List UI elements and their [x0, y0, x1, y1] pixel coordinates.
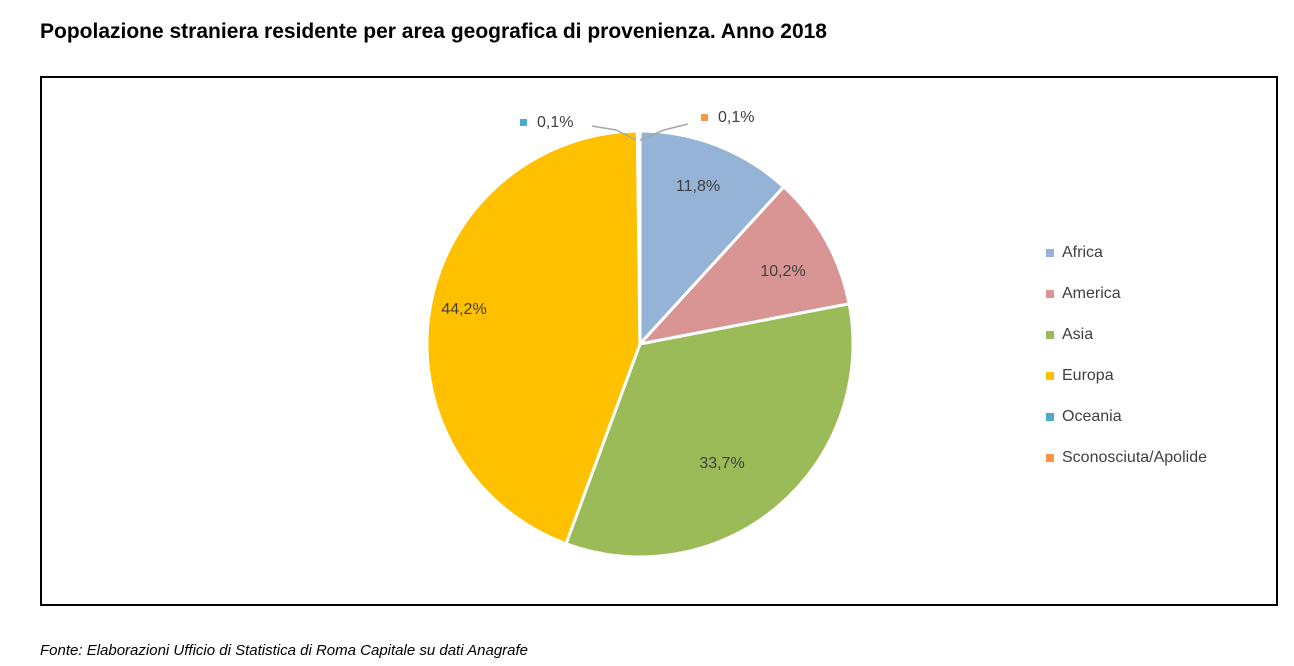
leader-line-sconosciuta [639, 123, 689, 141]
data-label-sconosciuta: 0,1% [718, 109, 754, 126]
legend-swatch [1046, 248, 1054, 257]
legend: Africa America Asia Europa Oceania Sconosciut… [1046, 232, 1207, 478]
legend-label: America [1062, 284, 1121, 302]
chart-area: 11,8% 10,2% 33,7% 44,2% 0,1% 0,1% Africa Ameri… [40, 76, 1278, 606]
legend-item-america: America [1046, 273, 1207, 314]
data-label-africa: 11,8% [676, 178, 720, 195]
legend-item-asia: Asia [1046, 314, 1207, 355]
legend-swatch [1046, 330, 1054, 339]
legend-label: Sconosciuta/Apolide [1062, 448, 1207, 466]
legend-swatch [1046, 371, 1054, 380]
legend-item-europa: Europa [1046, 355, 1207, 396]
source-note: Fonte: Elaborazioni Ufficio di Statistic… [40, 642, 529, 659]
chart-title: Popolazione straniera residente per area… [40, 20, 827, 43]
legend-label: Oceania [1062, 407, 1122, 425]
legend-label: Africa [1062, 243, 1103, 261]
pie-slice-africa [638, 129, 786, 348]
pie-slice-europa [425, 129, 642, 546]
data-label-europa: 44,2% [441, 301, 486, 318]
legend-item-africa: Africa [1046, 232, 1207, 273]
data-label-oceania: 0,1% [537, 114, 573, 131]
data-label-marker-oceania [520, 119, 527, 126]
legend-swatch [1046, 412, 1054, 421]
data-label-asia: 33,7% [699, 455, 744, 472]
pie-chart: 11,8% 10,2% 33,7% 44,2% 0,1% 0,1% [425, 109, 855, 559]
legend-label: Europa [1062, 366, 1114, 384]
leader-line-oceania [591, 125, 637, 141]
legend-swatch [1046, 289, 1054, 298]
pie-slice-sconosciuta-apolide [637, 129, 642, 345]
legend-swatch [1046, 453, 1054, 462]
legend-item-sconosciuta-apolide: Sconosciuta/Apolide [1046, 437, 1207, 478]
legend-item-oceania: Oceania [1046, 396, 1207, 437]
legend-label: Asia [1062, 325, 1094, 343]
data-label-america: 10,2% [760, 263, 805, 280]
pie-slice-america [635, 184, 851, 347]
pie-slice-asia [564, 302, 855, 559]
data-label-marker-sconosciuta [701, 114, 708, 121]
